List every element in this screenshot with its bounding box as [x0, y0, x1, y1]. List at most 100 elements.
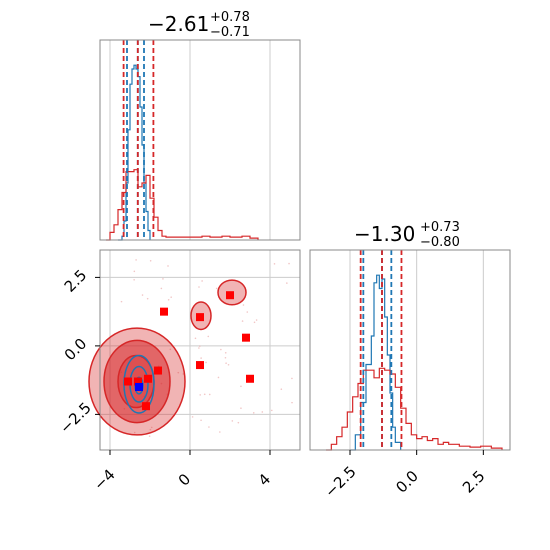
y-tick-label: 0.0: [61, 335, 91, 365]
red-square-marker: [160, 307, 168, 316]
quantile-lines: [359, 250, 403, 450]
scatter-dot: [241, 320, 244, 322]
title-lower-error: −0.80: [420, 235, 460, 250]
grid: [109, 40, 271, 240]
scatter-dot: [240, 407, 242, 409]
scatter-dot: [169, 348, 172, 351]
scatter-dot: [198, 286, 200, 288]
scatter-dot: [208, 393, 211, 396]
scatter-dot: [170, 296, 172, 298]
scatter-dot: [199, 394, 202, 396]
scatter-dot: [240, 385, 242, 388]
ticks: −2.5 0.0 2.5: [321, 450, 489, 501]
joint-panel: −4 0 4 2.5 0.0 −2.5: [56, 249, 301, 494]
contours: [88, 279, 247, 436]
red-square-marker: [242, 333, 250, 342]
scatter-dot: [225, 362, 227, 364]
scatter-dot: [246, 311, 249, 313]
scatter-dot: [167, 298, 170, 301]
scatter-dot: [286, 282, 288, 284]
y-tick-label: −2.5: [56, 399, 94, 437]
scatter-dot: [273, 263, 276, 265]
scatter-dot: [141, 294, 144, 296]
scatter-dot: [150, 426, 153, 429]
scatter-dot: [242, 304, 245, 306]
scatter-dot: [227, 363, 230, 366]
scatter-dot: [208, 426, 210, 428]
red-square-marker: [142, 402, 150, 411]
panel-title: −2.61: [148, 12, 209, 36]
scatter-dot: [224, 356, 227, 359]
red-square-marker: [154, 366, 162, 375]
scatter-dot: [280, 388, 283, 391]
scatter-dot: [160, 287, 163, 290]
x-tick-label: 0.0: [392, 467, 422, 497]
scatter-dot: [133, 270, 136, 273]
title-upper-error: +0.73: [420, 220, 460, 235]
scatter-dot: [220, 348, 222, 351]
scatter-dot: [135, 259, 137, 261]
scatter-dot: [198, 347, 200, 349]
marginal-panel-1: −2.61 +0.78 −0.71: [99, 10, 301, 241]
grid: [349, 250, 484, 450]
scatter-dot: [255, 319, 258, 321]
scatter-dot: [200, 419, 202, 422]
title-upper-error: +0.78: [210, 10, 250, 25]
y-tick-label: 2.5: [61, 266, 91, 296]
scatter-dot: [219, 431, 221, 433]
red-square-marker: [226, 291, 234, 300]
x-tick-label: −4: [90, 466, 118, 494]
histogram-series: [106, 64, 259, 241]
scatter-dot: [194, 337, 197, 340]
scatter-dot: [253, 321, 256, 324]
scatter-dot: [167, 265, 169, 267]
histogram-series: [326, 274, 503, 451]
scatter-dot: [291, 401, 293, 404]
panel-title: −1.30: [354, 222, 415, 246]
scatter-dot: [162, 278, 164, 280]
scatter-dot: [291, 377, 293, 380]
scatter-dot: [215, 287, 218, 290]
scatter-dot: [207, 335, 210, 338]
red-square-marker: [196, 361, 204, 370]
scatter-dot: [270, 409, 273, 412]
axes-frame: [309, 249, 511, 451]
scatter-dot: [146, 297, 149, 300]
red-square-marker: [134, 377, 142, 386]
title-lower-error: −0.71: [210, 25, 250, 40]
x-tick-label: 4: [255, 470, 274, 489]
marginal-panel-2: −2.5 0.0 2.5 −1.30 +0.73 −0.80: [309, 220, 511, 501]
scatter-dot: [133, 431, 136, 434]
scatter-dot: [133, 278, 135, 281]
quantile-lines: [122, 40, 155, 240]
scatter-dot: [288, 262, 290, 265]
scatter-dot: [149, 259, 152, 262]
scatter-dot: [261, 411, 264, 413]
red-square-marker: [246, 374, 254, 383]
x-tick-label: 0: [175, 470, 194, 489]
scatter-dot: [217, 376, 220, 379]
scatter-dot: [200, 357, 202, 359]
red-square-marker: [144, 374, 152, 383]
scatter-dot: [252, 412, 255, 414]
red-square-marker: [196, 313, 204, 322]
histogram-step: [326, 367, 503, 451]
scatter-dot: [224, 351, 227, 354]
histogram-step: [350, 274, 402, 451]
scatter-dot: [198, 345, 201, 347]
x-tick-label: −2.5: [321, 463, 359, 501]
scatter-dot: [205, 361, 207, 364]
scatter-dot: [182, 373, 185, 375]
scatter-dot: [191, 416, 194, 418]
scatter-dot: [203, 393, 206, 396]
red-square-marker: [124, 377, 132, 386]
histogram-step: [106, 169, 259, 241]
scatter-dot: [148, 435, 151, 437]
scatter-dot: [120, 300, 123, 303]
axes-frame: [99, 39, 301, 241]
scatter-dot: [201, 280, 203, 282]
scatter-dot: [237, 421, 240, 424]
scatter-dot: [177, 371, 180, 374]
x-tick-label: 2.5: [459, 467, 489, 497]
